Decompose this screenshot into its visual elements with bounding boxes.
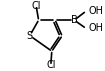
Text: B: B xyxy=(71,15,78,25)
Text: OH: OH xyxy=(88,6,103,16)
Text: Cl: Cl xyxy=(46,60,56,70)
Text: S: S xyxy=(27,31,33,41)
Text: Cl: Cl xyxy=(31,1,41,11)
Text: OH: OH xyxy=(88,23,103,33)
